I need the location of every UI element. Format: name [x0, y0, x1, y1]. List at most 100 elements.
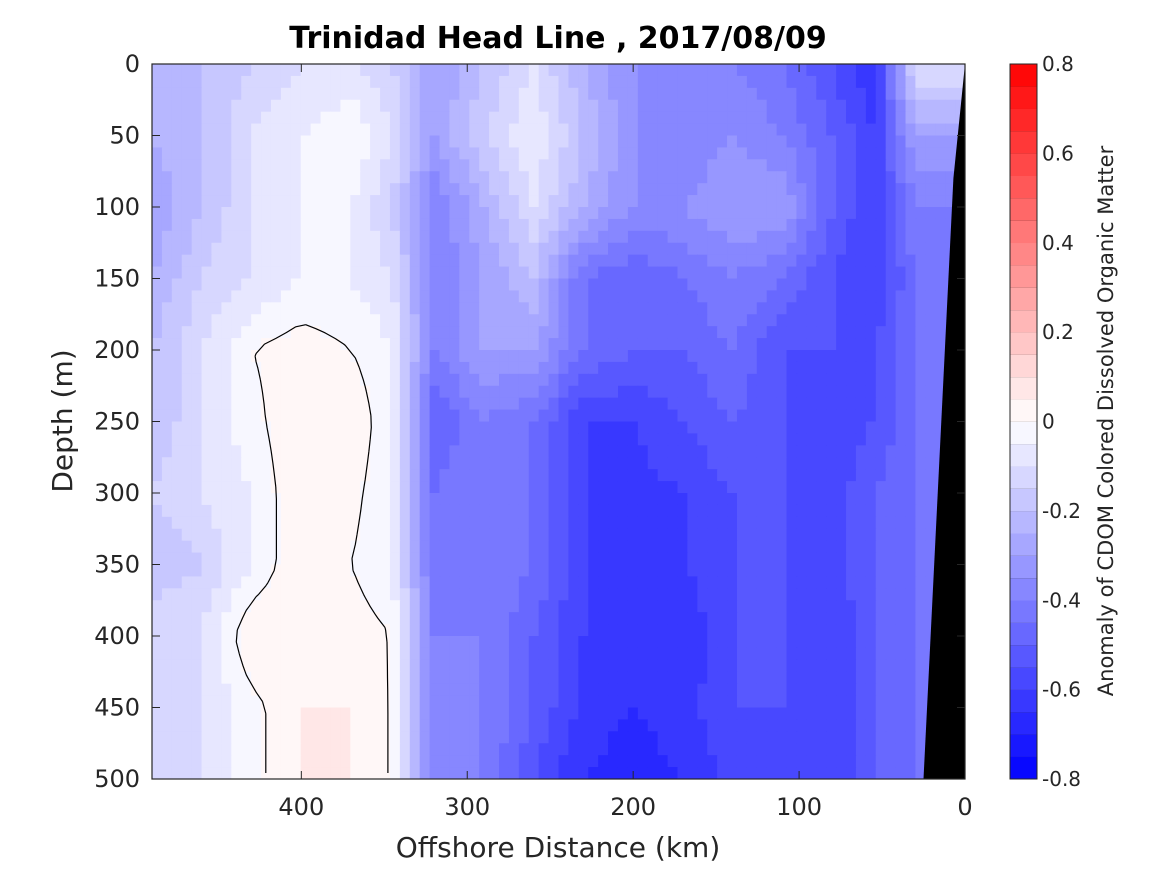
field-cell — [280, 123, 292, 137]
field-cell — [181, 147, 193, 160]
field-cell — [300, 540, 312, 554]
field-cell — [707, 123, 718, 137]
field-cell — [885, 564, 897, 578]
field-cell — [865, 552, 877, 566]
field-cell — [935, 135, 946, 149]
field-cell — [399, 743, 411, 756]
field-cell — [637, 266, 649, 280]
field-cell — [459, 540, 470, 554]
field-cell — [598, 397, 609, 411]
field-cell — [558, 636, 570, 649]
field-cell — [152, 254, 163, 268]
field-cell — [617, 493, 629, 506]
field-cell — [489, 99, 500, 113]
field-cell — [449, 564, 460, 578]
field-cell — [300, 242, 312, 256]
field-cell — [340, 695, 351, 709]
field-cell — [499, 564, 510, 578]
field-cell — [419, 183, 431, 196]
field-cell — [846, 564, 857, 578]
field-cell — [201, 636, 213, 649]
field-cell — [617, 373, 629, 387]
field-cell — [161, 564, 173, 578]
field-cell — [152, 731, 163, 744]
field-cell — [528, 457, 540, 470]
field-cell — [885, 266, 897, 280]
field-cell — [578, 671, 589, 685]
field-cell — [687, 290, 698, 303]
field-cell — [171, 195, 183, 208]
field-cell — [221, 528, 232, 542]
field-cell — [766, 457, 778, 470]
field-cell — [865, 195, 877, 208]
field-cell — [836, 290, 847, 303]
field-cell — [915, 481, 926, 494]
field-cell — [915, 683, 926, 697]
field-cell — [499, 528, 510, 542]
field-cell — [290, 493, 302, 506]
field-cell — [201, 195, 213, 208]
field-cell — [449, 516, 460, 530]
field-cell — [201, 350, 213, 363]
field-cell — [627, 278, 639, 292]
field-cell — [816, 457, 827, 470]
field-cell — [499, 64, 510, 77]
field-cell — [439, 123, 451, 137]
field-cell — [548, 421, 560, 435]
field-cell — [548, 361, 560, 375]
field-cell — [885, 99, 897, 113]
field-cell — [350, 552, 361, 566]
field-cell — [855, 350, 867, 363]
field-cell — [310, 755, 322, 768]
field-cell — [270, 600, 282, 613]
field-cell — [667, 743, 679, 756]
field-cell — [241, 159, 252, 172]
field-cell — [568, 266, 579, 280]
field-cell — [776, 433, 788, 446]
field-cell — [657, 183, 669, 196]
field-cell — [508, 504, 520, 518]
field-cell — [270, 743, 282, 756]
field-cell — [697, 636, 708, 649]
field-cell — [360, 552, 371, 566]
field-cell — [727, 385, 738, 399]
field-cell — [241, 576, 252, 589]
field-cell — [697, 409, 708, 423]
field-cell — [647, 409, 659, 423]
field-cell — [627, 218, 639, 232]
field-cell — [925, 99, 936, 113]
field-cell — [270, 695, 282, 709]
field-cell — [261, 242, 272, 256]
field-cell — [399, 695, 411, 709]
field-cell — [350, 469, 361, 482]
field-cell — [399, 612, 411, 625]
field-cell — [270, 636, 282, 649]
field-cell — [479, 195, 490, 208]
field-cell — [617, 647, 629, 661]
field-cell — [776, 409, 788, 423]
field-cell — [538, 207, 550, 220]
field-cell — [280, 350, 292, 363]
field-cell — [340, 290, 351, 303]
field-cell — [915, 123, 926, 137]
field-cell — [280, 230, 292, 244]
field-cell — [499, 123, 510, 137]
field-cell — [459, 469, 470, 482]
field-cell — [221, 731, 232, 744]
field-cell — [756, 624, 768, 637]
field-cell — [637, 230, 649, 244]
field-cell — [429, 254, 441, 268]
field-cell — [370, 481, 381, 494]
field-cell — [746, 350, 758, 363]
field-cell — [816, 290, 827, 303]
field-cell — [251, 64, 262, 77]
field-cell — [826, 350, 837, 363]
field-cell — [637, 445, 649, 458]
field-cell — [548, 350, 560, 363]
field-cell — [598, 171, 609, 184]
field-cell — [558, 624, 570, 637]
field-cell — [221, 111, 232, 125]
field-cell — [855, 612, 867, 625]
field-cell — [320, 516, 332, 530]
field-cell — [647, 743, 659, 756]
